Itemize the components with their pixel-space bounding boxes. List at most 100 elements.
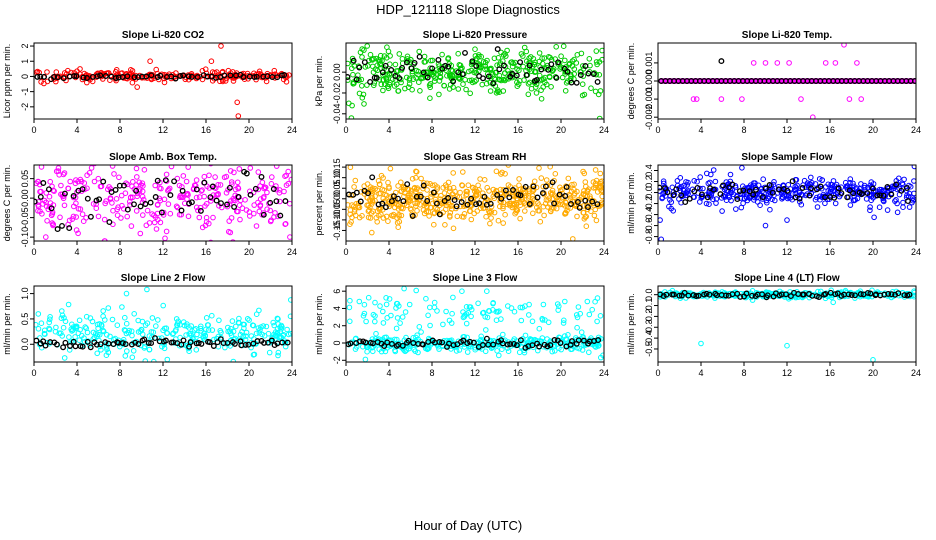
data-point bbox=[94, 350, 100, 357]
data-points bbox=[658, 165, 916, 241]
highlight-point bbox=[124, 206, 131, 213]
data-point bbox=[447, 214, 453, 220]
x-tick-label: 0 bbox=[655, 368, 660, 378]
data-point bbox=[206, 172, 212, 179]
data-point bbox=[416, 48, 423, 55]
data-point bbox=[592, 167, 599, 173]
data-point bbox=[59, 333, 66, 339]
outlier-point bbox=[35, 311, 42, 317]
outlier-point bbox=[348, 115, 355, 119]
data-point bbox=[380, 175, 386, 181]
x-tick-label: 20 bbox=[868, 247, 878, 257]
highlight-point bbox=[846, 187, 853, 194]
x-tick-label: 20 bbox=[244, 125, 254, 135]
data-point bbox=[253, 159, 258, 164]
data-point bbox=[196, 194, 203, 200]
data-point bbox=[37, 208, 43, 215]
outlier-point bbox=[786, 60, 792, 66]
data-point bbox=[461, 334, 468, 340]
highlight-point bbox=[663, 291, 670, 298]
data-point bbox=[868, 193, 875, 199]
highlight-point bbox=[523, 72, 530, 79]
data-point bbox=[160, 302, 166, 309]
data-point bbox=[592, 88, 599, 95]
outlier-point bbox=[384, 44, 390, 51]
data-point bbox=[683, 190, 689, 196]
highlight-point bbox=[789, 178, 796, 185]
y-axis-label: kPa per min. bbox=[314, 56, 324, 107]
highlight-point bbox=[403, 59, 410, 66]
data-point bbox=[428, 204, 435, 211]
highlight-point bbox=[723, 292, 729, 299]
data-point bbox=[365, 294, 372, 301]
highlight-point bbox=[106, 219, 113, 226]
x-tick-label: 8 bbox=[429, 368, 434, 378]
highlight-point bbox=[198, 340, 205, 347]
data-point bbox=[356, 214, 363, 221]
data-point bbox=[370, 311, 377, 318]
y-tick-label: 0.05 bbox=[20, 170, 30, 188]
data-point bbox=[41, 327, 48, 334]
data-point bbox=[263, 78, 270, 85]
data-point bbox=[911, 288, 916, 294]
x-tick-label: 16 bbox=[201, 368, 211, 378]
data-point bbox=[55, 165, 62, 171]
data-point bbox=[268, 181, 275, 187]
data-point bbox=[504, 47, 510, 54]
data-point bbox=[134, 174, 140, 180]
data-point bbox=[851, 197, 857, 204]
data-point bbox=[496, 72, 503, 79]
data-point bbox=[526, 60, 532, 66]
data-point bbox=[487, 79, 494, 86]
highlight-point bbox=[188, 73, 195, 80]
data-point bbox=[351, 80, 357, 87]
data-point bbox=[468, 216, 475, 223]
data-point bbox=[506, 200, 513, 207]
outlier-point bbox=[762, 60, 769, 66]
highlight-point bbox=[506, 194, 513, 201]
highlight-point bbox=[61, 190, 68, 197]
data-point bbox=[557, 201, 563, 208]
highlight-point bbox=[194, 74, 201, 81]
data-point bbox=[396, 303, 402, 309]
highlight-point bbox=[469, 58, 476, 65]
data-point bbox=[235, 184, 241, 191]
data-point bbox=[413, 334, 419, 341]
data-point bbox=[399, 56, 406, 62]
x-tick-label: 16 bbox=[513, 247, 523, 257]
data-point bbox=[539, 55, 545, 62]
highlight-point bbox=[468, 195, 475, 202]
data-point bbox=[256, 307, 262, 314]
data-point bbox=[275, 316, 281, 322]
data-point bbox=[591, 212, 598, 219]
highlight-point bbox=[673, 186, 680, 193]
data-point bbox=[565, 175, 572, 182]
highlight-point bbox=[510, 187, 516, 193]
data-point bbox=[467, 90, 474, 97]
data-point bbox=[251, 202, 257, 208]
data-point bbox=[228, 215, 235, 221]
data-point bbox=[409, 68, 416, 75]
data-point bbox=[478, 336, 484, 343]
data-point bbox=[598, 201, 604, 208]
data-point bbox=[157, 219, 164, 226]
highlight-point bbox=[717, 191, 724, 198]
highlight-point bbox=[534, 194, 541, 201]
data-point bbox=[427, 84, 434, 91]
data-point bbox=[144, 207, 151, 214]
highlight-point bbox=[485, 73, 492, 80]
data-point bbox=[153, 323, 159, 329]
data-point bbox=[395, 88, 402, 94]
data-point bbox=[534, 204, 540, 211]
highlight-point bbox=[490, 80, 497, 87]
highlight-point bbox=[373, 75, 380, 82]
highlight-point bbox=[84, 195, 91, 202]
data-point bbox=[574, 314, 581, 321]
highlight-point bbox=[582, 63, 589, 69]
highlight-point bbox=[148, 72, 155, 79]
data-point bbox=[596, 59, 603, 65]
data-point bbox=[47, 316, 53, 323]
data-point bbox=[697, 185, 703, 192]
highlight-point bbox=[746, 188, 753, 195]
data-point bbox=[208, 198, 214, 204]
